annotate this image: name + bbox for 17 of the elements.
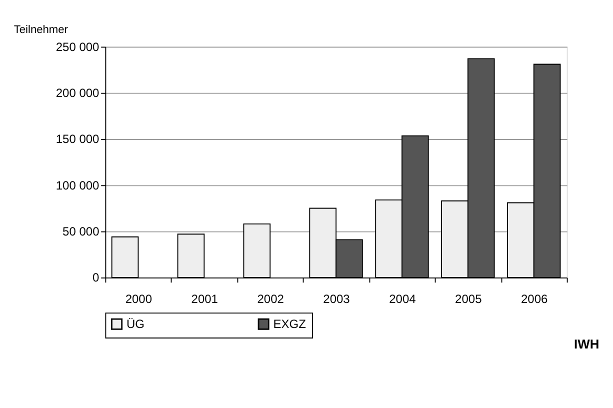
text: IWH [574, 336, 600, 352]
x-tick-label: 2006 [520, 292, 548, 306]
x-tick-label: 2000 [125, 292, 152, 306]
y-tick-label: 50 000 [62, 224, 100, 239]
y-tick-label: 150 000 [56, 132, 100, 146]
legend-label: EXGZ [273, 316, 306, 331]
legend-label: ÜG [126, 316, 144, 331]
y-tick-label: 200 000 [56, 86, 100, 100]
y-tick-label: 250 000 [56, 40, 100, 54]
y-axis-title: Teilnehmer [14, 24, 68, 36]
y-tick-label: 100 000 [56, 178, 100, 192]
x-tick-label: 2005 [455, 292, 482, 306]
y-tick-label: 0 [92, 270, 100, 285]
x-tick-label: 2003 [323, 292, 350, 306]
x-tick-label: 2001 [191, 292, 218, 306]
x-tick-label: 2002 [257, 292, 284, 306]
x-tick-label: 2004 [389, 292, 416, 306]
